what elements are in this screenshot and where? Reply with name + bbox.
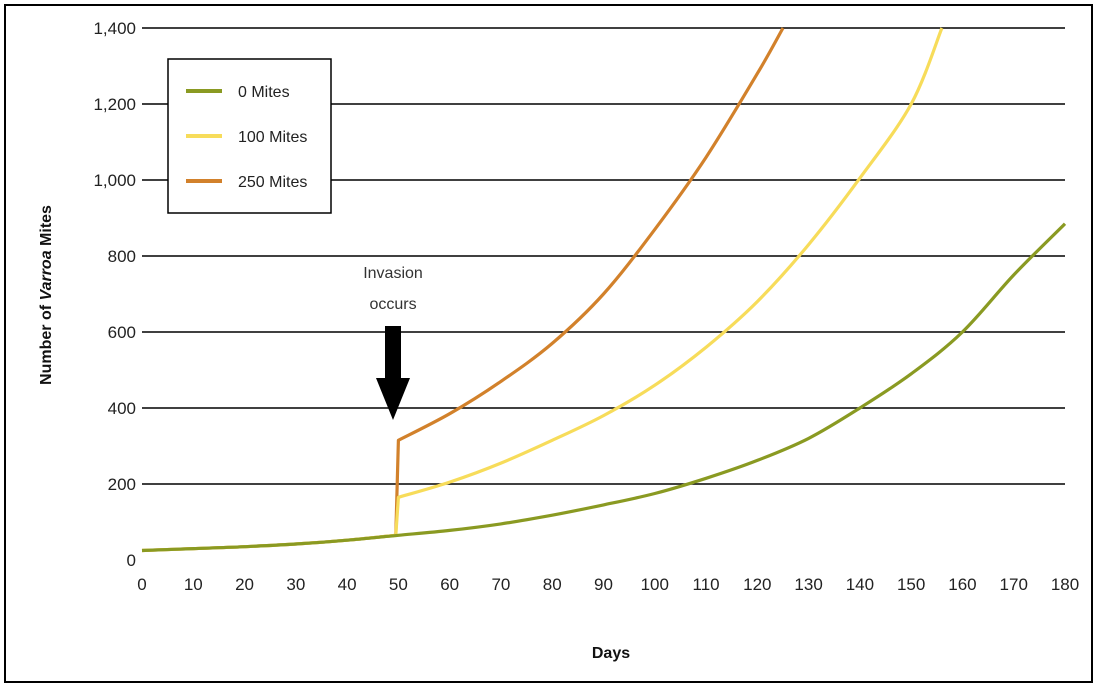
legend-label: 100 Mites bbox=[238, 129, 307, 146]
legend-label: 0 Mites bbox=[238, 84, 290, 101]
y-tick-label: 1,200 bbox=[93, 95, 136, 114]
x-tick-label: 160 bbox=[948, 575, 976, 594]
x-tick-label: 50 bbox=[389, 575, 408, 594]
x-tick-label: 30 bbox=[286, 575, 305, 594]
x-tick-label: 180 bbox=[1051, 575, 1079, 594]
series-lines bbox=[141, 27, 1067, 553]
y-tick-label: 200 bbox=[108, 475, 136, 494]
x-tick-label: 100 bbox=[641, 575, 669, 594]
y-axis-title: Number of Varroa Mites bbox=[38, 205, 55, 385]
y-tick-label: 400 bbox=[108, 399, 136, 418]
y-axis-title-prefix: Number of bbox=[38, 301, 55, 385]
chart-frame bbox=[4, 4, 1093, 683]
down-arrow-icon bbox=[376, 326, 410, 420]
tick-labels: 0 200 400 600 800 1,000 1,200 1,400 0 10 20 30 40 50 6… bbox=[93, 19, 1079, 594]
y-tick-label: 0 bbox=[127, 551, 136, 570]
y-tick-label: 1,400 bbox=[93, 19, 136, 38]
y-tick-label: 600 bbox=[108, 323, 136, 342]
x-tick-label: 130 bbox=[794, 575, 822, 594]
invasion-annotation: Invasion occurs bbox=[363, 265, 423, 420]
x-tick-label: 10 bbox=[184, 575, 203, 594]
x-tick-label: 150 bbox=[897, 575, 925, 594]
y-axis-title-suffix: Mites bbox=[38, 205, 55, 250]
series-line-0-mites bbox=[141, 222, 1067, 553]
x-tick-label: 170 bbox=[1000, 575, 1028, 594]
y-tick-label: 1,000 bbox=[93, 171, 136, 190]
x-tick-label: 20 bbox=[235, 575, 254, 594]
x-tick-label: 90 bbox=[594, 575, 613, 594]
x-tick-label: 40 bbox=[338, 575, 357, 594]
x-tick-label: 110 bbox=[693, 575, 720, 594]
legend: 0 Mites 100 Mites 250 Mites bbox=[167, 58, 332, 214]
x-tick-label: 140 bbox=[846, 575, 874, 594]
annotation-line-1: Invasion bbox=[363, 265, 423, 282]
y-tick-label: 800 bbox=[108, 247, 136, 266]
y-axis-title-italic: Varroa bbox=[38, 250, 55, 300]
x-tick-label: 0 bbox=[137, 575, 146, 594]
x-tick-label: 120 bbox=[743, 575, 771, 594]
x-tick-label: 80 bbox=[543, 575, 562, 594]
x-tick-label: 60 bbox=[440, 575, 459, 594]
x-tick-label: 70 bbox=[491, 575, 510, 594]
x-axis-title: Days bbox=[592, 645, 630, 662]
annotation-line-2: occurs bbox=[369, 296, 416, 313]
legend-label: 250 Mites bbox=[238, 174, 307, 191]
